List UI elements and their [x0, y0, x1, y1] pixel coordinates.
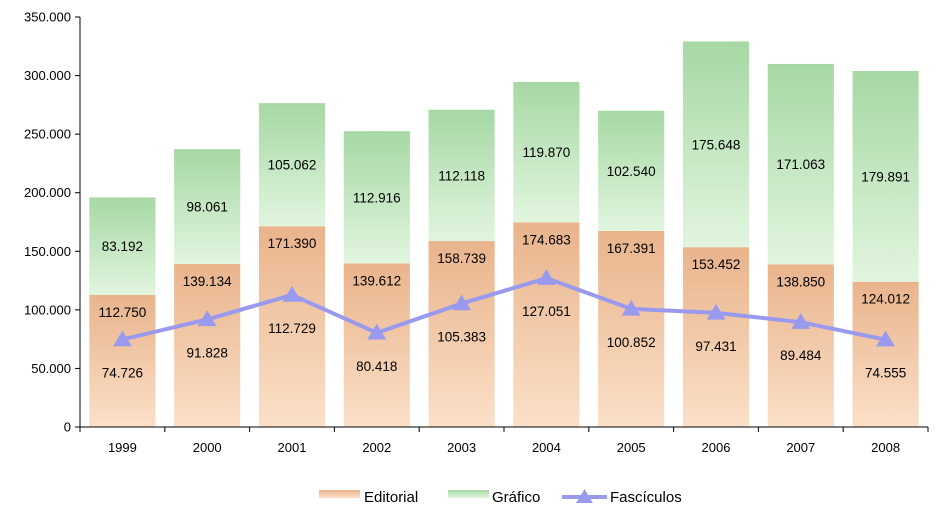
bar-editorial — [767, 264, 834, 427]
bar-grafico — [852, 70, 919, 282]
y-tick-label: 300.000 — [24, 68, 71, 83]
data-label-fasciculos: 74.726 — [102, 365, 143, 380]
x-tick-label: 2001 — [278, 440, 307, 455]
bar-editorial — [258, 226, 326, 427]
bar-editorial — [513, 222, 580, 427]
data-label-fasciculos: 74.555 — [865, 366, 906, 381]
bar-grafico — [428, 109, 495, 242]
legend: Editorial Gráfico Fascículos — [319, 489, 682, 506]
bar-grafico — [513, 81, 580, 223]
data-label-editorial: 167.391 — [607, 241, 656, 256]
data-label-grafico: 83.192 — [102, 239, 143, 254]
x-tick-label: 2000 — [193, 440, 222, 455]
data-label-grafico: 112.916 — [353, 190, 401, 205]
y-tick-label: 150.000 — [24, 244, 71, 259]
bar-editorial — [89, 294, 156, 427]
y-tick-label: 200.000 — [24, 185, 71, 200]
bar-grafico — [682, 41, 750, 248]
x-tick-label: 2002 — [362, 440, 391, 455]
data-label-grafico: 119.870 — [522, 145, 570, 160]
data-label-editorial: 174.683 — [522, 232, 571, 247]
data-label-grafico: 98.061 — [187, 200, 228, 215]
legend-swatch-fasciculos-marker — [576, 489, 593, 503]
marker-fasciculos — [367, 323, 387, 340]
data-label-grafico: 112.118 — [438, 168, 485, 183]
marker-fasciculos — [876, 330, 896, 347]
data-label-grafico: 175.648 — [692, 137, 741, 152]
data-label-editorial: 138.850 — [776, 274, 825, 289]
x-tick-label: 2006 — [702, 440, 731, 455]
bar-editorial — [852, 281, 919, 427]
marker-fasciculos — [621, 299, 641, 316]
marker-fasciculos — [197, 310, 217, 327]
marker-fasciculos — [452, 294, 472, 311]
data-label-fasciculos: 80.418 — [356, 359, 397, 374]
bar-grafico — [343, 131, 410, 264]
bar-editorial — [343, 263, 410, 427]
legend-swatch-editorial — [319, 490, 360, 498]
marker-fasciculos — [536, 269, 556, 285]
legend-label-fasciculos: Fascículos — [610, 489, 682, 506]
data-label-fasciculos: 91.828 — [187, 345, 228, 360]
bars — [89, 41, 919, 427]
data-label-editorial: 153.452 — [692, 257, 741, 272]
data-labels: 83.192 112.750 74.726 98.061 139.134 91.828 10… — [98, 137, 910, 380]
x-tick-label: 2004 — [532, 440, 561, 455]
bar-editorial — [174, 264, 241, 427]
marker-fasciculos — [282, 285, 302, 302]
fasciculos-line — [112, 269, 896, 347]
data-label-grafico: 105.062 — [268, 158, 317, 173]
bar-grafico — [174, 149, 241, 265]
y-tick-label: 100.000 — [24, 302, 71, 317]
bar-editorial — [428, 241, 495, 427]
data-label-fasciculos: 127.051 — [522, 304, 571, 319]
data-label-fasciculos: 105.383 — [437, 330, 486, 345]
data-label-editorial: 171.390 — [268, 236, 317, 251]
data-label-fasciculos: 97.431 — [695, 339, 736, 354]
bar-editorial — [598, 230, 665, 427]
y-tick-label: 250.000 — [24, 127, 71, 142]
data-label-fasciculos: 100.852 — [607, 335, 656, 350]
data-label-editorial: 139.612 — [352, 273, 401, 288]
series-line-fasciculos — [121, 276, 887, 342]
data-label-fasciculos: 89.484 — [780, 348, 822, 363]
marker-fasciculos — [706, 303, 726, 320]
x-tick-label: 2008 — [871, 440, 900, 455]
legend-swatch-grafico — [448, 490, 489, 498]
y-tick-label: 0 — [64, 420, 71, 435]
y-axis: 0 50.000 100.000 150.000 200.000 250.000 300.0… — [24, 10, 81, 435]
bar-grafico — [258, 103, 326, 227]
bar-grafico — [767, 63, 834, 265]
x-tick-label: 2005 — [617, 440, 646, 455]
data-label-editorial: 112.750 — [98, 305, 146, 320]
data-label-grafico: 179.891 — [861, 169, 910, 184]
x-tick-label: 1999 — [108, 440, 137, 455]
y-tick-label: 50.000 — [31, 361, 71, 376]
marker-fasciculos — [112, 330, 132, 347]
bar-grafico — [598, 110, 665, 231]
data-label-editorial: 158.739 — [437, 251, 486, 266]
x-axis: 1999 2000 2001 2002 2003 2004 2005 2006 2007 2008 — [79, 426, 929, 455]
marker-fasciculos — [791, 313, 811, 329]
bar-grafico — [89, 197, 156, 295]
bar-editorial — [682, 247, 750, 427]
data-label-grafico: 102.540 — [607, 164, 656, 179]
y-tick-label: 350.000 — [24, 10, 71, 25]
legend-label-editorial: Editorial — [364, 489, 418, 506]
data-label-fasciculos: 112.729 — [268, 321, 316, 336]
data-label-editorial: 139.134 — [183, 274, 232, 289]
x-tick-label: 2003 — [447, 440, 476, 455]
x-tick-label: 2007 — [786, 440, 815, 455]
data-label-editorial: 124.012 — [861, 292, 910, 307]
data-label-grafico: 171.063 — [776, 157, 825, 172]
legend-label-grafico: Gráfico — [492, 489, 540, 506]
